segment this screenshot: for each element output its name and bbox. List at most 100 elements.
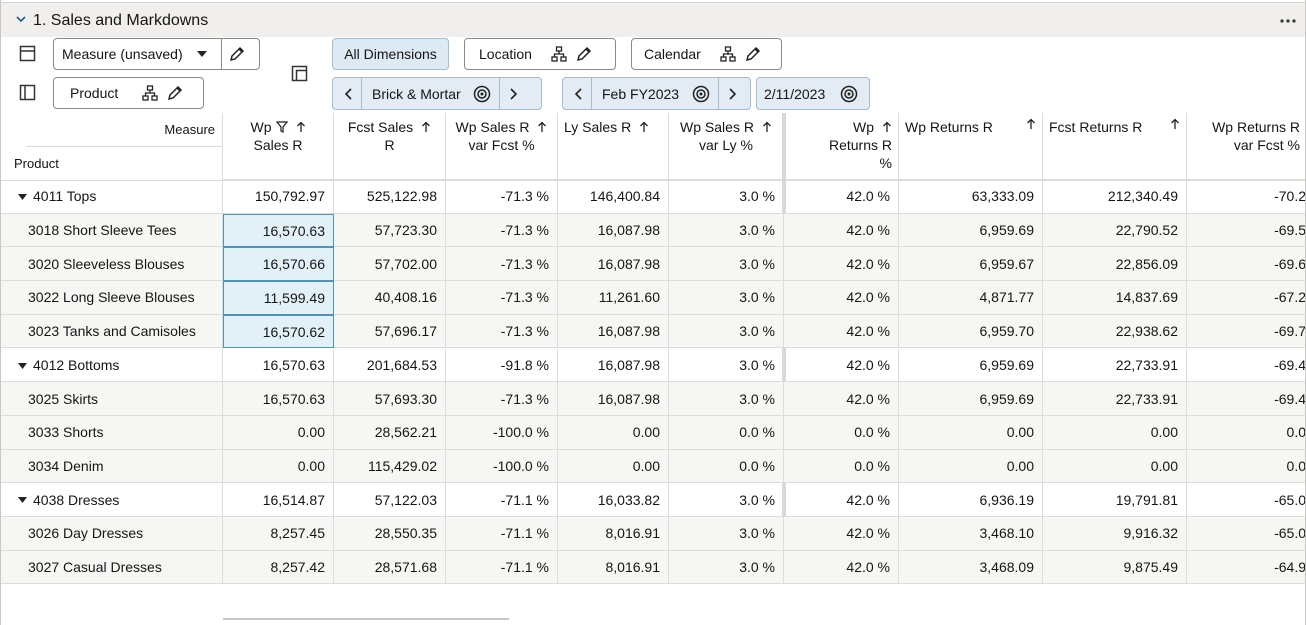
data-cell[interactable]: 57,693.30 <box>334 382 446 416</box>
column-header[interactable]: Fcst Sales R <box>334 113 446 180</box>
data-cell[interactable]: 0.00 <box>899 449 1043 484</box>
data-cell[interactable]: 6,936.19 <box>899 483 1043 517</box>
data-cell[interactable]: 0.00 <box>558 449 669 484</box>
data-cell[interactable]: 6,959.69 <box>899 348 1043 383</box>
data-cell[interactable]: 3.0 % <box>669 483 784 517</box>
column-header[interactable]: Ly Sales R <box>558 113 669 180</box>
date-selector[interactable]: 2/11/2023 <box>756 77 870 110</box>
edit-icon[interactable] <box>575 45 593 63</box>
previous-button[interactable] <box>343 87 353 100</box>
group-label[interactable]: 4038 Dresses <box>1 483 223 517</box>
data-cell[interactable]: 16,087.98 <box>558 213 669 248</box>
data-cell[interactable]: -71.1 % <box>446 550 558 585</box>
data-cell[interactable]: 3.0 % <box>669 213 784 248</box>
data-cell[interactable]: 42.0 % <box>784 382 899 416</box>
data-cell[interactable]: 42.0 % <box>784 247 899 282</box>
data-cell[interactable]: 6,959.70 <box>899 314 1043 349</box>
edit-icon[interactable] <box>744 45 762 63</box>
data-cell[interactable]: 14,837.69 <box>1043 281 1187 315</box>
data-cell[interactable]: 22,856.09 <box>1043 247 1187 282</box>
group-label[interactable]: 4012 Bottoms <box>1 348 223 383</box>
data-cell[interactable]: 8,016.91 <box>558 517 669 551</box>
data-cell[interactable]: 3.0 % <box>669 180 784 214</box>
data-cell[interactable]: 3.0 % <box>669 247 784 282</box>
hierarchy-icon[interactable] <box>142 85 158 101</box>
data-cell[interactable]: 16,087.98 <box>558 382 669 416</box>
data-cell[interactable]: 16,570.63 <box>223 348 334 383</box>
more-menu[interactable] <box>1279 18 1297 24</box>
data-cell[interactable]: -71.3 % <box>446 314 558 349</box>
data-cell[interactable]: 22,790.52 <box>1043 213 1187 248</box>
data-cell[interactable]: -71.3 % <box>446 247 558 282</box>
data-cell[interactable]: 42.0 % <box>784 550 899 585</box>
pivot-icon[interactable] <box>291 65 309 83</box>
data-cell[interactable]: 42.0 % <box>784 517 899 551</box>
data-cell[interactable]: 212,340.49 <box>1043 180 1187 214</box>
scrollbar[interactable] <box>223 618 509 620</box>
data-cell[interactable]: -69.5 <box>1187 213 1305 248</box>
data-cell[interactable]: 42.0 % <box>784 180 899 214</box>
data-cell[interactable]: -69.4 <box>1187 349 1305 383</box>
data-cell[interactable]: -69.7 <box>1187 314 1305 349</box>
data-cell[interactable]: 42.0 % <box>784 348 899 383</box>
data-cell[interactable]: 0.0 % <box>784 415 899 450</box>
data-cell[interactable]: 28,571.68 <box>334 550 446 585</box>
column-header[interactable]: Wp Sales R var Ly % <box>669 113 784 180</box>
data-cell[interactable]: 16,087.98 <box>558 247 669 282</box>
data-cell[interactable]: 0.00 <box>223 449 334 484</box>
data-cell[interactable]: 3.0 % <box>669 550 784 585</box>
data-cell[interactable]: -91.8 % <box>446 348 558 383</box>
data-cell[interactable]: 6,959.67 <box>899 247 1043 282</box>
data-cell[interactable]: 11,261.60 <box>558 281 669 315</box>
data-cell[interactable]: 28,562.21 <box>334 415 446 450</box>
data-cell[interactable]: 22,938.62 <box>1043 314 1187 349</box>
group-label[interactable]: 4011 Tops <box>1 180 223 214</box>
data-cell[interactable]: 3.0 % <box>669 281 784 315</box>
hierarchy-icon[interactable] <box>551 46 567 62</box>
column-header[interactable]: Wp Returns R% <box>784 113 899 180</box>
data-cell[interactable]: 8,016.91 <box>558 550 669 585</box>
hierarchy-icon[interactable] <box>720 46 736 62</box>
data-cell[interactable]: 16,033.82 <box>558 483 669 517</box>
data-cell[interactable]: 22,733.91 <box>1043 348 1187 383</box>
data-cell[interactable]: 42.0 % <box>784 483 899 517</box>
previous-button[interactable] <box>573 87 583 100</box>
data-cell[interactable]: 16,570.63 <box>223 382 334 416</box>
data-cell[interactable]: 3.0 % <box>669 314 784 349</box>
edit-icon[interactable] <box>228 45 246 63</box>
data-cell[interactable]: -65.0 <box>1187 517 1305 551</box>
data-cell[interactable]: 6,959.69 <box>899 382 1043 416</box>
data-cell[interactable]: 16,514.87 <box>223 483 334 517</box>
data-cell[interactable]: 22,733.91 <box>1043 382 1187 416</box>
data-cell[interactable]: -64.9 <box>1187 550 1305 585</box>
data-cell[interactable]: 3,468.10 <box>899 517 1043 551</box>
column-header[interactable]: Wp Returns R <box>899 113 1043 180</box>
data-cell[interactable]: 57,122.03 <box>334 483 446 517</box>
data-cell[interactable]: 57,723.30 <box>334 213 446 248</box>
data-cell[interactable]: 42.0 % <box>784 213 899 248</box>
data-cell[interactable]: -69.6 <box>1187 247 1305 282</box>
data-cell[interactable]: 3.0 % <box>669 517 784 551</box>
data-cell[interactable]: 11,599.49 <box>223 281 334 315</box>
data-cell[interactable]: 19,791.81 <box>1043 483 1187 517</box>
data-cell[interactable]: 57,696.17 <box>334 314 446 349</box>
data-cell[interactable]: 8,257.42 <box>223 550 334 585</box>
data-cell[interactable]: 146,400.84 <box>558 180 669 214</box>
data-cell[interactable]: 201,684.53 <box>334 348 446 383</box>
data-cell[interactable]: 0.00 <box>223 415 334 450</box>
data-cell[interactable]: -65.0 <box>1187 483 1305 517</box>
data-cell[interactable]: 115,429.02 <box>334 449 446 484</box>
data-cell[interactable]: -67.2 <box>1187 281 1305 315</box>
data-cell[interactable]: -71.1 % <box>446 483 558 517</box>
data-cell[interactable]: 9,875.49 <box>1043 550 1187 585</box>
data-cell[interactable]: 16,570.63 <box>223 213 334 248</box>
data-cell[interactable]: 57,702.00 <box>334 247 446 282</box>
data-cell[interactable]: 0.0 % <box>784 449 899 484</box>
calendar-selector[interactable]: Calendar <box>631 38 782 70</box>
data-cell[interactable]: 9,916.32 <box>1043 517 1187 551</box>
next-button[interactable] <box>728 87 738 100</box>
collapse-icon[interactable] <box>15 14 27 24</box>
data-cell[interactable]: 8,257.45 <box>223 517 334 551</box>
panel-icon[interactable] <box>19 84 37 102</box>
data-cell[interactable]: 0.00 <box>558 415 669 450</box>
